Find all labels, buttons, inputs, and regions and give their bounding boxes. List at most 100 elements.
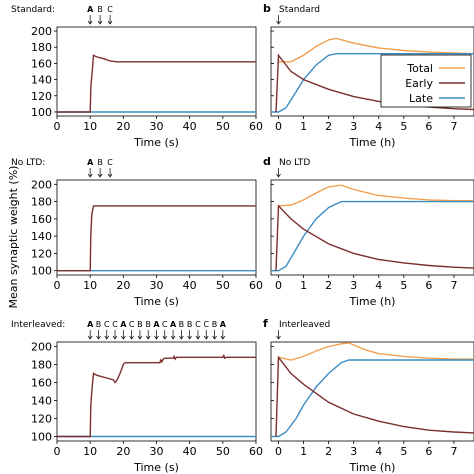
stim-marker-label: B (187, 320, 193, 329)
x-tick-label: 40 (183, 120, 197, 133)
stim-marker-label: B (137, 320, 143, 329)
stim-marker-arrowhead (212, 335, 217, 340)
panel-letter: f (263, 317, 268, 330)
x-tick-label: 6 (425, 120, 432, 133)
x-tick-label: 6 (425, 445, 432, 458)
stim-marker-arrowhead (220, 335, 226, 340)
x-tick-label: 0 (54, 120, 61, 133)
stim-marker-label: C (107, 5, 113, 14)
stim-marker-arrowhead (179, 335, 184, 340)
stim-marker-arrowhead (107, 173, 113, 178)
stim-marker-label: B (179, 320, 185, 329)
y-tick-label: 140 (31, 230, 52, 243)
stim-marker-arrowhead (162, 335, 168, 340)
stim-marker-label: A (87, 320, 94, 329)
x-tick-label: 40 (183, 279, 197, 292)
stim-marker-label: C (104, 320, 110, 329)
axes-frame (56, 26, 257, 117)
panel-title: Interleaved (279, 320, 330, 330)
stim-marker-arrowhead (276, 335, 281, 340)
x-axis-label: Time (s) (133, 461, 179, 474)
y-tick-label: 160 (31, 57, 52, 70)
axes-frame (270, 26, 474, 117)
panel-letter: d (263, 155, 271, 168)
panel-title: Standard: (11, 5, 55, 15)
x-tick-label: 3 (350, 120, 357, 133)
stim-marker-label: B (96, 320, 102, 329)
stim-marker-arrowhead (112, 335, 118, 340)
x-tick-label: 1 (300, 445, 307, 458)
y-tick-label: 180 (31, 359, 52, 372)
stim-marker-label: C (162, 320, 168, 329)
stim-marker-label: C (129, 320, 135, 329)
series-line-Total (278, 342, 474, 361)
y-tick-label: 200 (31, 25, 52, 38)
x-tick-label: 2 (325, 445, 332, 458)
x-tick-label: 7 (450, 279, 457, 292)
stim-marker-arrowhead (203, 335, 209, 340)
x-tick-label: 7 (450, 120, 457, 133)
panel-d-right: 0 1 2 3 4 5 6 7 Time (h) d No LTD (263, 155, 474, 308)
panel-title: No LTD (279, 158, 310, 168)
y-tick-label: 160 (31, 213, 52, 226)
stim-marker-label: A (87, 5, 94, 14)
x-tick-label: 20 (116, 279, 130, 292)
panel-b-right: 0 1 2 3 4 5 6 7 Time (h) b Standard Total Early Late (263, 2, 474, 149)
x-tick-label: 4 (375, 120, 382, 133)
x-axis-label: Time (h) (349, 461, 396, 474)
stim-marker-arrowhead (121, 335, 126, 340)
stim-marker-arrowhead (187, 335, 192, 340)
y-tick-label: 200 (31, 341, 52, 354)
x-tick-label: 1 (300, 279, 307, 292)
x-tick-label: 50 (216, 279, 230, 292)
stim-marker-arrowhead (276, 173, 281, 178)
y-tick-label: 100 (31, 431, 52, 444)
series-line-Late (271, 200, 474, 272)
stim-marker-arrowhead (195, 335, 201, 340)
series-line-Early (275, 53, 474, 113)
x-tick-label: 30 (150, 120, 164, 133)
x-tick-label: 0 (275, 120, 282, 133)
stim-marker-arrowhead (107, 20, 113, 25)
x-axis-label: Time (s) (133, 295, 179, 308)
axes-frame (270, 341, 474, 442)
panel-f-right: 0 1 2 3 4 5 6 7 Time (h) f Interleaved (263, 317, 474, 474)
y-tick-label: 120 (31, 413, 52, 426)
stim-marker-arrowhead (276, 20, 281, 25)
stim-marker-label: C (107, 158, 113, 167)
stim-marker-label: B (97, 5, 103, 14)
x-tick-label: 0 (275, 279, 282, 292)
panel-c-left: 100 120 140 160 180 200 0 10 20 30 40 50 60 Time (s) N… (11, 158, 263, 308)
x-tick-label: 10 (83, 445, 97, 458)
stim-marker-arrowhead (97, 173, 103, 178)
x-tick-label: 2 (325, 120, 332, 133)
stim-marker-label: A (153, 320, 160, 329)
stim-marker-arrowhead (137, 335, 143, 340)
x-tick-label: 0 (54, 445, 61, 458)
legend-label-early: Early (405, 77, 433, 90)
stim-marker-label: B (212, 320, 218, 329)
x-tick-label: 2 (325, 279, 332, 292)
legend-label-total: Total (406, 62, 433, 75)
x-tick-label: 60 (249, 445, 263, 458)
y-tick-label: 200 (31, 178, 52, 191)
x-tick-label: 6 (425, 279, 432, 292)
x-tick-label: 50 (216, 120, 230, 133)
stim-marker-arrowhead (104, 335, 110, 340)
y-tick-label: 100 (31, 265, 52, 278)
y-axis-label: Mean synaptic weight (%) (7, 166, 20, 309)
x-tick-label: 5 (400, 445, 407, 458)
stim-marker-label: C (195, 320, 201, 329)
x-tick-label: 0 (275, 445, 282, 458)
x-tick-label: 60 (249, 279, 263, 292)
x-tick-label: 4 (375, 279, 382, 292)
x-tick-label: 30 (150, 279, 164, 292)
stim-marker-arrowhead (170, 335, 176, 340)
x-tick-label: 60 (249, 120, 263, 133)
stim-marker-arrowhead (145, 335, 151, 340)
x-tick-label: 3 (350, 445, 357, 458)
stim-marker-arrowhead (87, 173, 93, 178)
stim-marker-arrowhead (97, 20, 103, 25)
y-tick-label: 160 (31, 377, 52, 390)
